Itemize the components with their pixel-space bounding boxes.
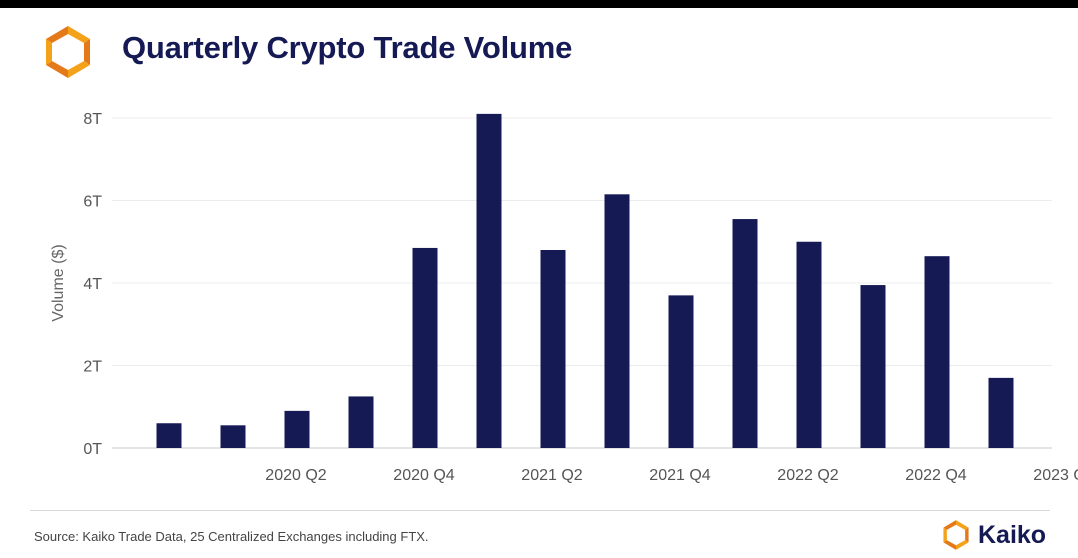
bar [156,423,182,448]
kaiko-small-logo-icon [943,520,969,550]
bar [476,113,502,448]
bar [348,396,374,448]
bar [860,285,886,448]
chart-title: Quarterly Crypto Trade Volume [122,30,573,65]
bar-chart: 0T 2T 4T 6T 8T Volume ($) 2020 Q2 2020 Q4 2021 Q… [50,111,1078,484]
y-tick-label: 6T [83,194,102,211]
bar [796,241,822,448]
x-tick-label: 2021 Q4 [649,467,710,484]
y-tick-label: 0T [83,441,102,458]
brand-logo: Kaiko [940,518,1046,552]
bar [220,425,246,448]
top-border [0,0,1078,8]
x-tick-label: 2022 Q4 [905,467,966,484]
x-tick-label: 2021 Q2 [521,467,582,484]
bar [604,194,630,448]
footer-divider [30,510,1050,511]
brand-name: Kaiko [978,520,1047,549]
y-axis-label: Volume ($) [50,244,67,321]
bar [988,377,1014,448]
x-tick-label: 2022 Q2 [777,467,838,484]
bar [412,247,438,448]
bar [732,219,758,448]
x-tick-label: 2020 Q4 [393,467,454,484]
x-tick-label: 2023 Q2 [1033,467,1078,484]
bar [924,256,950,448]
kaiko-logo-icon [46,26,90,78]
y-tick-label: 8T [83,111,102,128]
y-tick-label: 4T [83,276,102,293]
y-tick-label: 2T [83,359,102,376]
x-tick-label: 2020 Q2 [265,467,326,484]
bar [668,295,694,448]
bar [540,250,566,448]
source-note: Source: Kaiko Trade Data, 25 Centralized… [34,529,429,544]
bar [284,410,310,448]
